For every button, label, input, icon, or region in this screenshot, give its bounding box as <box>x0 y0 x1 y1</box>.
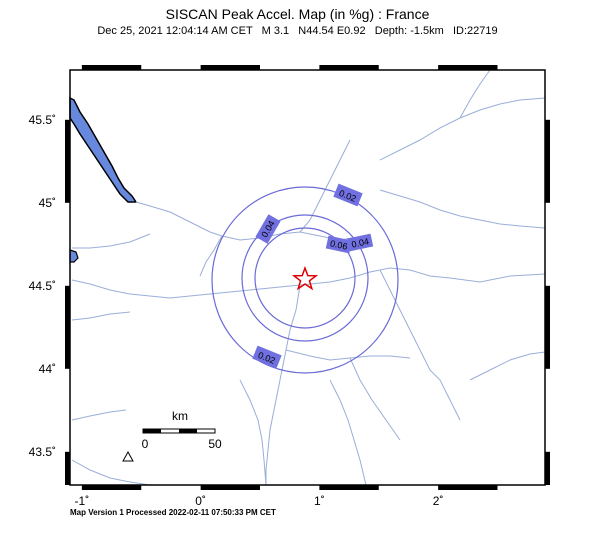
latitude-label: 43.5˚ <box>29 445 56 459</box>
contour-label-0-04-right: 0.04 <box>347 233 374 252</box>
frame-bar-bottom <box>438 485 498 490</box>
scale-end-label: 50 <box>208 437 222 451</box>
contour-0-02 <box>211 186 399 374</box>
frame-bar-top <box>81 65 142 70</box>
frame-bar-right <box>545 285 550 369</box>
longitude-label: 1˚ <box>314 494 325 508</box>
scale-bar: km 0 50 <box>142 409 222 451</box>
frame-bar-top <box>438 65 498 70</box>
map-background <box>70 70 545 485</box>
epicenter-star <box>291 265 319 291</box>
frame-bar-bottom <box>200 485 260 490</box>
contour-label-0-02-bottom: 0.02 <box>252 345 282 369</box>
frame-bar-top <box>319 65 379 70</box>
contours <box>211 186 399 374</box>
rivers <box>71 69 546 486</box>
scale-unit: km <box>172 409 188 423</box>
latitude-label: 45˚ <box>39 196 56 210</box>
map-version-footer: Map Version 1 Processed 2022-02-11 07:50… <box>70 508 276 517</box>
frame-bar-right <box>545 451 550 485</box>
frame-bar-left <box>65 119 70 203</box>
longitude-labels: -1˚ 0˚ 1˚ 2˚ <box>75 494 444 508</box>
event-info: Dec 25, 2021 12:04:14 AM CET M 3.1 N44.5… <box>97 25 498 37</box>
svg-text:0.04: 0.04 <box>351 236 370 249</box>
frame-bar-left <box>65 285 70 369</box>
latitude-label: 44˚ <box>39 362 56 376</box>
longitude-label: 0˚ <box>195 494 206 508</box>
svg-text:0.06: 0.06 <box>329 238 348 251</box>
frame-bar-right <box>545 119 550 203</box>
latitude-label: 45.5˚ <box>29 113 56 127</box>
contour-0-04 <box>241 214 369 342</box>
contour-label-0-06: 0.06 <box>325 235 352 254</box>
latitude-labels: 45.5˚ 45˚ 44.5˚ 44˚ 43.5˚ <box>29 113 56 459</box>
contour-0-06 <box>254 227 356 329</box>
frame-bar-top <box>200 65 260 70</box>
frame-bar-bottom <box>81 485 142 490</box>
map-frame <box>69 69 546 486</box>
contour-label-0-02-top: 0.02 <box>333 183 363 207</box>
scale-start-label: 0 <box>142 437 149 451</box>
longitude-label: 2˚ <box>433 494 444 508</box>
frame-bar-bottom <box>319 485 379 490</box>
frame-bar-left <box>65 451 70 485</box>
latitude-label: 44.5˚ <box>29 279 56 293</box>
longitude-label: -1˚ <box>75 494 90 508</box>
station-triangle-icon <box>122 450 134 462</box>
map-title: SISCAN Peak Accel. Map (in %g) : France <box>165 6 430 22</box>
frame-bars <box>65 65 550 490</box>
contour-label-0-04-left: 0.04 <box>255 214 281 244</box>
